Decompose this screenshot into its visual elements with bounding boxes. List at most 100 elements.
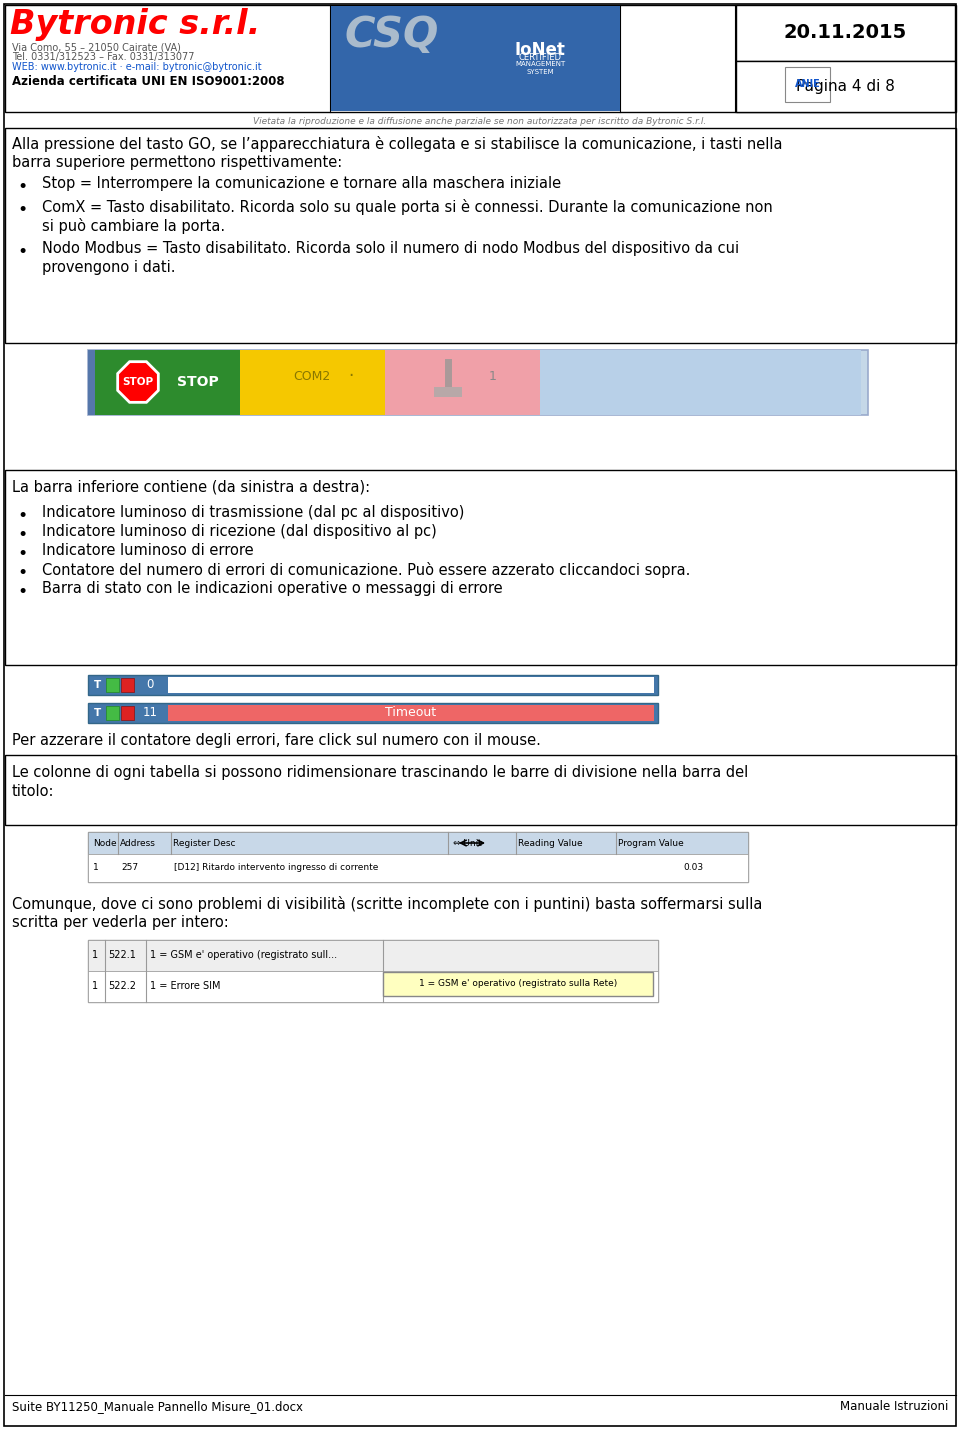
Bar xyxy=(88,832,748,882)
Text: •: • xyxy=(17,243,27,262)
Text: 522.2: 522.2 xyxy=(108,981,136,991)
Text: Nodo Modbus = Tasto disabilitato. Ricorda solo il numero di nodo Modbus del disp: Nodo Modbus = Tasto disabilitato. Ricord… xyxy=(42,242,739,256)
Bar xyxy=(736,4,955,61)
Text: 522.1: 522.1 xyxy=(108,950,136,960)
Bar xyxy=(88,854,748,882)
Text: Comunque, dove ci sono problemi di visibilità (scritte incomplete con i puntini): Comunque, dove ci sono problemi di visib… xyxy=(12,897,762,912)
Text: ⇔ Unit: ⇔ Unit xyxy=(453,838,482,848)
Text: Stop = Interrompere la comunicazione e tornare alla maschera iniziale: Stop = Interrompere la comunicazione e t… xyxy=(42,176,562,192)
Text: T: T xyxy=(93,681,101,691)
Text: Program Value: Program Value xyxy=(618,838,684,848)
Text: Timeout: Timeout xyxy=(385,706,437,719)
Text: Suite BY11250_Manuale Pannello Misure_01.docx: Suite BY11250_Manuale Pannello Misure_01… xyxy=(12,1400,303,1413)
Text: Reading Value: Reading Value xyxy=(518,838,583,848)
Polygon shape xyxy=(118,362,158,402)
Bar xyxy=(385,350,540,415)
Text: Azienda certificata UNI EN ISO9001:2008: Azienda certificata UNI EN ISO9001:2008 xyxy=(12,74,284,89)
Bar xyxy=(5,4,956,112)
Bar xyxy=(540,350,861,415)
Bar xyxy=(121,678,134,692)
Text: 20.11.2015: 20.11.2015 xyxy=(783,23,906,43)
Bar xyxy=(88,350,868,415)
Bar xyxy=(5,470,956,665)
Text: Le colonne di ogni tabella si possono ridimensionare trascinando le barre di div: Le colonne di ogni tabella si possono ri… xyxy=(12,765,748,779)
Text: Indicatore luminoso di errore: Indicatore luminoso di errore xyxy=(42,543,253,558)
Text: •: • xyxy=(17,508,27,525)
Text: [D12] Ritardo intervento ingresso di corrente: [D12] Ritardo intervento ingresso di cor… xyxy=(174,864,378,872)
Text: Indicatore luminoso di trasmissione (dal pc al dispositivo): Indicatore luminoso di trasmissione (dal… xyxy=(42,505,465,521)
Bar xyxy=(106,678,119,692)
Text: CSQ: CSQ xyxy=(345,14,440,56)
Text: titolo:: titolo: xyxy=(12,784,55,799)
Text: •: • xyxy=(17,177,27,196)
Text: 0: 0 xyxy=(146,678,154,692)
Bar xyxy=(88,940,658,1002)
Text: 1: 1 xyxy=(92,950,98,960)
Text: STOP: STOP xyxy=(178,375,219,389)
Text: ·: · xyxy=(348,368,353,385)
Text: Vietata la riproduzione e la diffusione anche parziale se non autorizzata per is: Vietata la riproduzione e la diffusione … xyxy=(253,117,707,126)
Text: CERTIFIED: CERTIFIED xyxy=(518,53,562,63)
Text: ASSOCIATO: ASSOCIATO xyxy=(738,69,786,77)
Bar xyxy=(121,706,134,719)
Text: Manuale Istruzioni: Manuale Istruzioni xyxy=(840,1400,948,1413)
Text: ANIE: ANIE xyxy=(795,79,821,89)
Bar xyxy=(88,350,95,415)
Bar xyxy=(5,129,956,343)
Text: 1 = Errore SIM: 1 = Errore SIM xyxy=(150,981,221,991)
Bar xyxy=(168,676,654,694)
Text: 11: 11 xyxy=(142,706,157,719)
Bar xyxy=(736,61,955,112)
Bar xyxy=(88,971,658,1002)
Text: Address: Address xyxy=(120,838,156,848)
Text: provengono i dati.: provengono i dati. xyxy=(42,260,176,275)
Text: CONFINDUSTRIA: CONFINDUSTRIA xyxy=(840,70,898,76)
Bar xyxy=(5,755,956,825)
Text: 1: 1 xyxy=(489,369,497,382)
Text: Alla pressione del tasto GO, se l’apparecchiatura è collegata e si stabilisce la: Alla pressione del tasto GO, se l’appare… xyxy=(12,136,782,152)
Text: •: • xyxy=(17,526,27,543)
Bar xyxy=(88,832,748,854)
Text: 0.03: 0.03 xyxy=(683,864,703,872)
Text: scritta per vederla per intero:: scritta per vederla per intero: xyxy=(12,915,228,930)
Text: si può cambiare la porta.: si può cambiare la porta. xyxy=(42,217,226,235)
Text: IoNet: IoNet xyxy=(515,41,565,59)
Text: 1 = GSM e' operativo (registrato sull...: 1 = GSM e' operativo (registrato sull... xyxy=(150,950,337,960)
Text: T: T xyxy=(93,708,101,718)
Bar xyxy=(331,6,620,112)
Bar xyxy=(383,972,653,997)
Text: Via Como, 55 – 21050 Cairate (VA): Via Como, 55 – 21050 Cairate (VA) xyxy=(12,41,180,51)
Text: 1 = GSM e' operativo (registrato sulla Rete): 1 = GSM e' operativo (registrato sulla R… xyxy=(419,980,617,988)
Bar xyxy=(785,67,830,102)
Text: Register Desc: Register Desc xyxy=(173,838,235,848)
Text: 1: 1 xyxy=(93,864,99,872)
Text: •: • xyxy=(17,563,27,582)
Text: •: • xyxy=(17,202,27,219)
Bar xyxy=(88,704,658,724)
Text: Bytronic s.r.l.: Bytronic s.r.l. xyxy=(10,9,260,41)
Text: WEB: www.bytronic.it · e-mail: bytronic@bytronic.it: WEB: www.bytronic.it · e-mail: bytronic@… xyxy=(12,61,262,72)
Text: Contatore del numero di errori di comunicazione. Può essere azzerato cliccandoci: Contatore del numero di errori di comuni… xyxy=(42,562,690,578)
Text: Tel. 0331/312523 – Fax. 0331/313077: Tel. 0331/312523 – Fax. 0331/313077 xyxy=(12,51,195,61)
Bar xyxy=(88,940,658,971)
Bar xyxy=(434,388,462,398)
Bar xyxy=(88,675,658,695)
Text: STOP: STOP xyxy=(123,378,154,388)
Text: ComX = Tasto disabilitato. Ricorda solo su quale porta si è connessi. Durante la: ComX = Tasto disabilitato. Ricorda solo … xyxy=(42,199,773,214)
Bar xyxy=(240,350,385,415)
Bar xyxy=(95,350,240,415)
Text: •: • xyxy=(17,545,27,563)
Text: 1: 1 xyxy=(92,981,98,991)
Text: Per azzerare il contatore degli errori, fare click sul numero con il mouse.: Per azzerare il contatore degli errori, … xyxy=(12,734,540,748)
Text: 257: 257 xyxy=(121,864,138,872)
Bar xyxy=(465,6,619,112)
Text: Node: Node xyxy=(93,838,116,848)
Text: Indicatore luminoso di ricezione (dal dispositivo al pc): Indicatore luminoso di ricezione (dal di… xyxy=(42,523,437,539)
Text: barra superiore permettono rispettivamente:: barra superiore permettono rispettivamen… xyxy=(12,154,343,170)
Text: COM2: COM2 xyxy=(294,369,330,382)
Text: •: • xyxy=(17,583,27,601)
Text: La barra inferiore contiene (da sinistra a destra):: La barra inferiore contiene (da sinistra… xyxy=(12,480,371,495)
Bar xyxy=(106,706,119,719)
Text: MANAGEMENT
SYSTEM: MANAGEMENT SYSTEM xyxy=(515,61,565,74)
Bar xyxy=(168,705,654,721)
